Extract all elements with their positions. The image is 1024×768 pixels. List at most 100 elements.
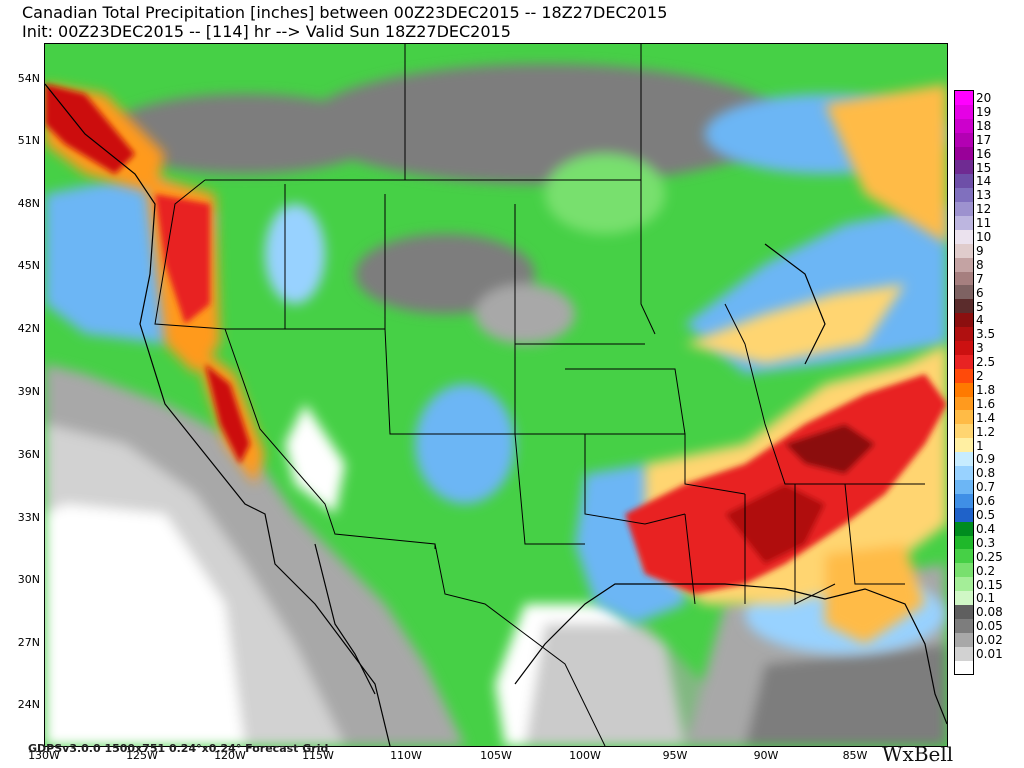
- legend-label: 0.25: [976, 549, 1003, 564]
- lon-label-100w: 100W: [569, 749, 601, 762]
- lat-label-39n: 39N: [17, 385, 40, 398]
- legend-swatch: [955, 604, 973, 619]
- lon-label-105w: 105W: [480, 749, 512, 762]
- legend-swatch: [955, 146, 973, 161]
- map-title: Canadian Total Precipitation [inches] be…: [22, 3, 668, 22]
- legend-label: 0.9: [976, 452, 996, 467]
- legend-swatch: [955, 257, 973, 272]
- legend-label: 1.6: [976, 396, 996, 411]
- lat-label-30n: 30N: [17, 573, 40, 586]
- legend-label: 11: [976, 216, 992, 231]
- legend-label: 0.05: [976, 619, 1003, 634]
- legend-swatch: [955, 563, 973, 578]
- legend-swatch: [955, 438, 973, 453]
- legend-label: 0.08: [976, 605, 1003, 620]
- lat-label-33n: 33N: [17, 511, 40, 524]
- legend-label: 0.6: [976, 494, 996, 509]
- lat-label-27n: 27N: [17, 636, 40, 649]
- legend-swatch: [955, 382, 973, 397]
- legend-swatch: [955, 243, 973, 258]
- legend-swatch: [955, 299, 973, 314]
- legend-label: 1.8: [976, 382, 996, 397]
- legend-label: 20: [976, 91, 992, 105]
- legend-label: 0.02: [976, 633, 1003, 648]
- grid-info-footer: GDPSv3.0.0 1500x751 0.24°x0.24° Forecast…: [28, 742, 329, 755]
- lon-label-125w: 125W: [126, 749, 158, 762]
- legend-label: 3: [976, 341, 984, 356]
- legend-swatch: [955, 188, 973, 203]
- lon-label-120w: 120W: [214, 749, 246, 762]
- legend-label: 0.5: [976, 508, 996, 522]
- state-borders: [154, 44, 925, 746]
- lat-label-51n: 51N: [17, 134, 40, 147]
- map-subtitle: Init: 00Z23DEC2015 -- [114] hr --> Valid…: [22, 22, 511, 41]
- legend-swatch: [955, 535, 973, 550]
- lat-label-24n: 24N: [17, 698, 40, 711]
- legend-swatch: [955, 549, 973, 564]
- legend-label: 17: [976, 132, 992, 147]
- legend-label: 3.5: [976, 327, 996, 342]
- lon-label-110w: 110W: [390, 749, 422, 762]
- legend-swatch: [955, 632, 973, 647]
- legend-label: 12: [976, 202, 992, 217]
- legend-swatch: [955, 341, 973, 355]
- legend-swatch: [955, 271, 973, 286]
- legend-swatch: [955, 118, 973, 133]
- legend-swatch: [955, 91, 973, 105]
- legend-label: 1: [976, 438, 984, 453]
- legend-label: 16: [976, 146, 992, 161]
- legend-swatch: [955, 104, 973, 119]
- legend-swatch: [955, 493, 973, 508]
- legend-label: 19: [976, 104, 992, 119]
- lat-label-45n: 45N: [17, 259, 40, 272]
- legend-label: 6: [976, 285, 984, 300]
- legend-swatch: [955, 396, 973, 411]
- legend-swatch: [955, 507, 973, 522]
- legend-swatch: [955, 132, 973, 147]
- lat-label-36n: 36N: [17, 448, 40, 461]
- legend-label: 0.4: [976, 521, 996, 536]
- legend-label: 10: [976, 230, 992, 244]
- legend-swatch: [955, 313, 973, 328]
- legend-swatch: [955, 466, 973, 480]
- legend-label: 4: [976, 313, 984, 328]
- precipitation-map[interactable]: [44, 43, 948, 747]
- legend-swatch: [955, 229, 973, 244]
- legend-label: 14: [976, 174, 992, 189]
- legend-label: 7: [976, 271, 984, 286]
- legend-swatch: [955, 521, 973, 536]
- legend-swatch: [955, 285, 973, 300]
- legend-label: 0.1: [976, 591, 996, 606]
- legend-swatch: [955, 160, 973, 175]
- legend-label: 18: [976, 118, 992, 133]
- legend-label: 0.15: [976, 577, 1003, 592]
- legend-swatch: [955, 368, 973, 383]
- lon-label-130w: 130W: [28, 749, 60, 762]
- legend-swatch: [955, 354, 973, 369]
- legend-label: 13: [976, 188, 992, 203]
- lat-label-42n: 42N: [17, 322, 40, 335]
- brand-logo: WxBell: [882, 742, 954, 766]
- legend-swatch: [955, 424, 973, 439]
- legend-label: 1.4: [976, 410, 996, 425]
- legend-swatch: [955, 646, 973, 661]
- color-scale-legend: [954, 90, 974, 676]
- legend-label: 8: [976, 257, 984, 272]
- legend-swatch: [955, 452, 973, 467]
- legend-label: 2.5: [976, 355, 996, 370]
- legend-label: 0.7: [976, 480, 996, 495]
- legend-label: 0.3: [976, 535, 996, 550]
- legend-swatch: [955, 174, 973, 189]
- legend-swatch: [955, 327, 973, 342]
- lon-label-85w: 85W: [842, 749, 868, 762]
- legend-label: 1.2: [976, 424, 996, 439]
- legend-swatch: [955, 591, 973, 605]
- legend-label: 15: [976, 160, 992, 175]
- coastlines: [45, 83, 947, 746]
- lat-label-54n: 54N: [17, 72, 40, 85]
- legend-swatch: [955, 202, 973, 217]
- lat-label-48n: 48N: [17, 197, 40, 210]
- legend-swatch: [955, 577, 973, 592]
- legend-label: 9: [976, 243, 984, 258]
- lon-label-115w: 115W: [302, 749, 334, 762]
